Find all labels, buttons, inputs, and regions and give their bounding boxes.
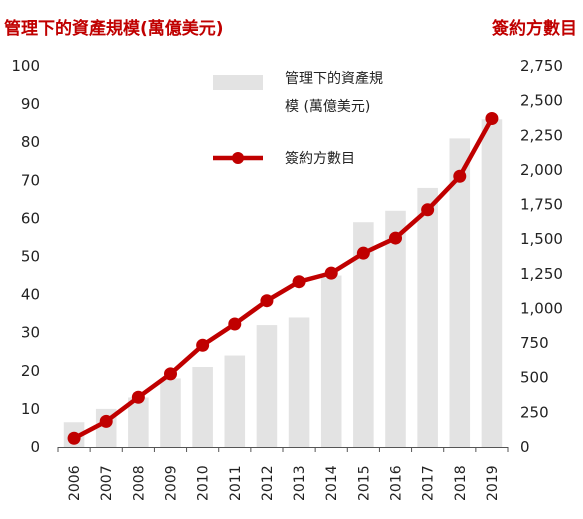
x-tick-label: 2006 [67,465,83,501]
x-tick-label: 2007 [99,465,115,501]
line-point-2018 [453,169,467,183]
bar-2017 [417,187,438,448]
x-axis-ticks: 2006 2007 2008 2009 2010 2011 2012 2013 2014 2015… [57,447,509,501]
bar-2019 [481,119,503,447]
line-point-2017 [421,203,435,217]
line-point-2008 [131,390,145,404]
right-tick-label: 0 [520,438,530,456]
line-point-2006 [67,431,81,445]
line-point-2010 [196,338,210,352]
line-path [73,117,494,441]
line-series [67,112,499,445]
left-tick-label: 20 [21,362,40,380]
left-axis-title: 管理下的資產規模(萬億美元) [4,19,224,39]
right-tick-label: 750 [520,334,549,352]
legend: 管理下的資產規模 (萬億美元) 簽約方數目 [213,70,383,167]
left-axis-ticks: 0 10 20 30 40 50 60 70 80 90 100 [11,57,40,456]
right-tick-label: 250 [520,403,549,421]
line-point-2014 [324,266,338,280]
line-point-2007 [99,414,113,428]
x-tick-label: 2018 [453,465,469,501]
line-point-2013 [292,275,306,289]
legend-bar-label-line2: 模 (萬億美元) [285,99,370,115]
right-tick-label: 1,500 [520,230,563,248]
x-tick-label: 2009 [164,465,180,501]
left-tick-label: 0 [30,438,40,456]
left-tick-label: 90 [21,95,40,113]
bar-2009 [160,378,181,447]
right-axis-ticks: 0 250 500 750 1,000 1,250 1,500 1,750 2,000 2,250… [520,57,563,456]
bar-2011 [224,355,246,447]
bar-2018 [449,138,471,447]
line-point-2019 [485,112,499,126]
right-tick-label: 2,750 [520,57,563,75]
x-tick-label: 2010 [196,465,212,501]
left-tick-label: 40 [21,286,40,304]
bar-2015 [353,222,374,447]
bar-2014 [320,275,342,447]
x-tick-label: 2013 [292,465,308,501]
right-tick-label: 2,250 [520,126,563,144]
legend-line-label: 簽約方數目 [285,150,355,167]
bar-series [63,119,503,448]
x-tick-label: 2016 [389,465,405,501]
x-tick-label: 2012 [260,465,276,501]
left-tick-label: 60 [21,209,40,227]
line-point-2015 [356,246,370,260]
right-tick-label: 2,500 [520,92,563,110]
left-tick-label: 10 [21,400,40,418]
legend-line-marker [232,152,244,164]
right-tick-label: 500 [520,369,549,387]
left-tick-label: 80 [21,133,40,151]
x-tick-label: 2011 [228,465,244,501]
x-tick-label: 2019 [485,465,501,501]
left-tick-label: 50 [21,248,40,266]
line-point-2009 [164,367,177,381]
line-point-2012 [260,294,274,308]
legend-bar-swatch [213,75,263,90]
right-tick-label: 1,250 [520,265,563,283]
legend-bar-label-line1: 管理下的資產規 [285,70,383,87]
x-tick-label: 2017 [421,465,437,501]
bar-2016 [385,210,406,447]
right-tick-label: 1,000 [520,299,563,317]
bar-2013 [288,317,310,447]
left-tick-label: 30 [21,324,40,342]
x-tick-label: 2008 [131,465,147,501]
right-axis-title: 簽約方數目 [492,19,577,39]
left-tick-label: 100 [11,57,40,75]
x-tick-label: 2014 [324,465,340,501]
right-tick-label: 1,750 [520,196,563,214]
bar-2008 [128,397,149,447]
line-point-2016 [389,231,402,245]
x-tick-label: 2015 [356,465,372,501]
bar-2010 [192,366,213,447]
bar-2012 [256,325,278,447]
right-tick-label: 2,000 [520,161,563,179]
line-point-2011 [228,317,242,331]
left-tick-label: 70 [21,171,40,189]
